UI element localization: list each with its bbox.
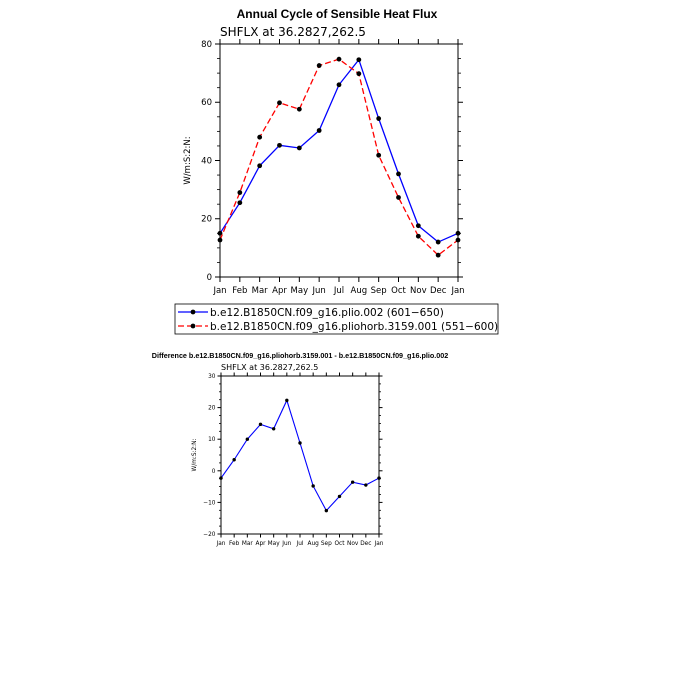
x-tick-label: Jan bbox=[216, 541, 226, 547]
x-tick-label: Feb bbox=[232, 286, 247, 296]
data-point bbox=[277, 142, 282, 148]
x-tick-label: Jan bbox=[374, 541, 384, 547]
data-point bbox=[324, 508, 329, 513]
legend: b.e12.B1850CN.f09_g16.plio.002 (601−650)… bbox=[174, 303, 499, 335]
data-point bbox=[336, 82, 342, 88]
data-point bbox=[316, 128, 322, 133]
data-point bbox=[336, 56, 342, 62]
data-point bbox=[435, 239, 441, 245]
data-point bbox=[271, 427, 276, 431]
x-tick-label: Sep bbox=[371, 286, 387, 296]
x-tick-label: Oct bbox=[334, 541, 345, 547]
data-point bbox=[258, 422, 263, 427]
data-point bbox=[396, 171, 401, 177]
data-point bbox=[217, 237, 223, 243]
data-point bbox=[296, 106, 302, 112]
series-line bbox=[220, 398, 380, 512]
x-tick-label: Jul bbox=[296, 541, 304, 547]
data-point bbox=[356, 71, 362, 77]
data-point bbox=[296, 145, 302, 151]
data-point bbox=[376, 116, 382, 121]
y-tick-label: 80 bbox=[201, 40, 212, 50]
data-point bbox=[217, 230, 223, 236]
legend-marker bbox=[190, 323, 196, 329]
x-tick-label: Jan bbox=[450, 286, 464, 296]
x-tick-label: Aug bbox=[308, 541, 320, 547]
data-point bbox=[232, 458, 236, 462]
x-tick-label: Jan bbox=[212, 286, 226, 296]
data-point bbox=[455, 237, 461, 243]
x-tick-label: Apr bbox=[272, 286, 287, 296]
x-tick-label: Jun bbox=[312, 286, 326, 296]
data-point bbox=[316, 63, 322, 68]
y-tick-label: 20 bbox=[201, 215, 212, 225]
legend-label: b.e12.B1850CN.f09_g16.plio.002 (601−650) bbox=[210, 307, 444, 319]
x-tick-label: May bbox=[291, 286, 309, 296]
y-tick-label: 20 bbox=[208, 406, 216, 412]
data-point bbox=[415, 233, 421, 239]
series-2 bbox=[217, 56, 461, 258]
series-1 bbox=[217, 57, 461, 245]
chart1: 0 20 40 60 80 Jan Feb Mar Apr May Jun Jul Aug Sep Oct N… bbox=[174, 39, 499, 335]
y-axis-label: W/m:S:2:N: bbox=[183, 136, 193, 184]
data-point bbox=[219, 476, 223, 480]
y-tick-label: 60 bbox=[201, 98, 212, 108]
x-tick-label: Nov bbox=[347, 541, 359, 547]
y-tick-label: 30 bbox=[208, 374, 216, 380]
x-tick-label: Sep bbox=[321, 541, 332, 547]
series-line bbox=[219, 58, 459, 257]
x-tick-label: Aug bbox=[351, 286, 368, 296]
data-point bbox=[356, 57, 362, 63]
y-axis-label: W/m:S:2:N: bbox=[192, 439, 198, 472]
data-point bbox=[257, 163, 263, 169]
data-point bbox=[396, 195, 401, 200]
legend-label: b.e12.B1850CN.f09_g16.pliohorb.3159.001 … bbox=[210, 321, 498, 333]
x-tick-label: Nov bbox=[410, 286, 427, 296]
data-point bbox=[285, 398, 289, 403]
data-point bbox=[277, 100, 282, 106]
data-point bbox=[298, 441, 302, 445]
series-1 bbox=[219, 398, 381, 513]
x-tick-label: Oct bbox=[391, 286, 406, 296]
chart2-title: Difference b.e12.B1850CN.f09_g16.pliohor… bbox=[152, 351, 448, 360]
x-tick-label: Mar bbox=[252, 286, 269, 296]
x-tick-label: Dec bbox=[360, 541, 371, 547]
chart2-subtitle: SHFLX at 36.2827,262.5 bbox=[221, 363, 318, 372]
data-point bbox=[311, 484, 315, 488]
y-tick-label: 0 bbox=[212, 469, 216, 475]
x-tick-label: Dec bbox=[430, 286, 447, 296]
x-tick-label: Feb bbox=[229, 541, 240, 547]
x-tick-label: Apr bbox=[255, 541, 266, 547]
data-point bbox=[415, 223, 421, 229]
data-point bbox=[455, 230, 461, 236]
legend-marker bbox=[190, 309, 196, 315]
y-tick-label: 10 bbox=[208, 437, 216, 443]
x-tick-label: May bbox=[268, 541, 281, 547]
chart1-subtitle: SHFLX at 36.2827,262.5 bbox=[220, 25, 366, 39]
data-point bbox=[237, 200, 243, 206]
data-point bbox=[257, 134, 263, 140]
data-point bbox=[376, 152, 382, 158]
y-tick-label: −10 bbox=[203, 500, 216, 506]
chart1-title: Annual Cycle of Sensible Heat Flux bbox=[237, 7, 438, 21]
legend-box bbox=[174, 303, 499, 335]
data-point bbox=[350, 480, 355, 484]
x-tick-label: Jul bbox=[333, 286, 344, 296]
data-point bbox=[364, 483, 368, 487]
data-point bbox=[337, 494, 342, 499]
plot-frame bbox=[219, 43, 459, 278]
y-tick-label: 0 bbox=[207, 273, 212, 283]
data-point bbox=[435, 252, 441, 258]
data-point bbox=[377, 476, 381, 480]
y-tick-label: 40 bbox=[201, 156, 212, 166]
x-tick-label: Mar bbox=[242, 541, 254, 547]
y-tick-label: −20 bbox=[203, 532, 216, 538]
data-point bbox=[237, 190, 243, 195]
x-tick-label: Jun bbox=[281, 541, 291, 547]
data-point bbox=[245, 437, 250, 441]
plot-frame bbox=[220, 375, 380, 535]
